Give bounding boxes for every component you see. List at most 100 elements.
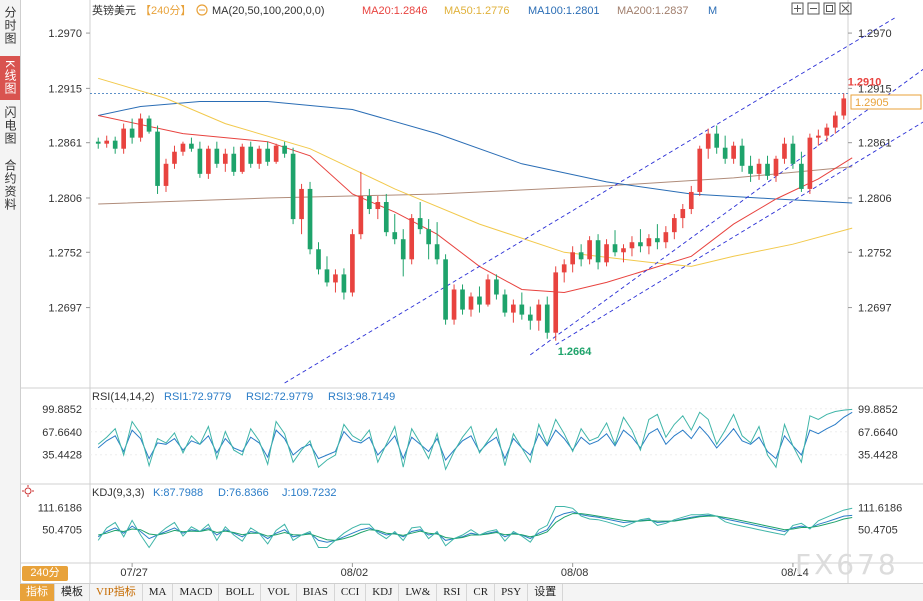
candle-body [104, 140, 110, 144]
tab-template[interactable]: 模板 [55, 584, 90, 601]
candle-body [392, 232, 398, 240]
tab-cci[interactable]: CCI [335, 584, 367, 601]
price-tick-label: 1.2970 [858, 28, 892, 40]
candle-body [799, 163, 804, 189]
tab-macd[interactable]: MACD [173, 584, 220, 601]
tab-kline[interactable]: K线图 [0, 56, 20, 100]
price-tick-label: 1.2861 [858, 138, 892, 150]
rsi-tick-label: 67.6640 [42, 427, 82, 439]
candles [95, 93, 847, 341]
candle-body [646, 238, 652, 247]
candle-body [519, 304, 525, 315]
high-price-label: 1.2910 [848, 76, 882, 88]
tab-psy[interactable]: PSY [495, 584, 529, 601]
kdj-tick-label: 111.6186 [858, 503, 902, 515]
candle-body [587, 240, 592, 260]
candle-body [163, 163, 169, 186]
symbol-title: 英镑美元 [92, 3, 136, 17]
candle-body [714, 133, 720, 148]
tab-lw[interactable]: LW& [399, 584, 438, 601]
candle-body [570, 252, 575, 265]
candle-body [155, 131, 160, 186]
kdj-j-label: J:109.7232 [282, 487, 336, 499]
candle-body [146, 118, 152, 132]
candle-body [527, 314, 533, 321]
candle-body [375, 202, 381, 210]
sun-icon[interactable] [22, 485, 34, 497]
candle-body [273, 145, 279, 162]
price-tick-label: 1.2806 [48, 193, 82, 205]
candle-body [282, 145, 287, 154]
tab-lightning[interactable]: 闪电图 [3, 105, 17, 145]
tab-kdj[interactable]: KDJ [366, 584, 400, 601]
rsi-tick-label: 67.6640 [858, 427, 898, 439]
candle-body [655, 238, 660, 243]
add-icon[interactable] [791, 2, 804, 15]
candle-body [129, 128, 135, 138]
watermark: FX678 [795, 548, 899, 581]
tab-timeshare[interactable]: 分时图 [3, 5, 17, 45]
tab-cr[interactable]: CR [467, 584, 496, 601]
candle-body [358, 195, 364, 235]
candle-body [544, 304, 550, 333]
candle-body [705, 133, 711, 149]
rsi-lines [97, 408, 853, 471]
candle-body [112, 140, 118, 149]
zoom-out-icon[interactable] [807, 2, 820, 15]
rsi-title: RSI(14,14,2) [92, 391, 154, 403]
candle-body [494, 279, 499, 295]
ma-more-label: M [708, 5, 717, 17]
tab-bias[interactable]: BIAS [297, 584, 335, 601]
candle-body [426, 229, 431, 245]
tab-vip-indicators[interactable]: VIP指标 [90, 584, 143, 601]
rsi-tick-label: 99.8852 [42, 404, 82, 416]
tab-indicators[interactable]: 指标 [20, 584, 55, 601]
ma200-line [98, 166, 853, 205]
candle-body [773, 158, 779, 176]
chart[interactable]: 1.2970 1.2970 1.2915 1.2915 1.2861 1.2861 1.28… [0, 0, 923, 583]
tab-vol[interactable]: VOL [261, 584, 297, 601]
candle-body [299, 188, 304, 220]
candle-body [697, 148, 703, 192]
restore-icon[interactable] [823, 2, 836, 15]
candle-body [638, 242, 643, 247]
tab-ma[interactable]: MA [143, 584, 174, 601]
tab-settings[interactable]: 设置 [528, 584, 564, 601]
close-icon[interactable] [839, 2, 852, 15]
candle-body [341, 274, 347, 293]
candle-body [578, 252, 584, 260]
candle-body [731, 145, 736, 159]
candle-body [536, 304, 542, 321]
current-price-tag: 1.2905 [850, 94, 922, 110]
period-button[interactable]: 240分 [22, 566, 68, 581]
candle-body [739, 145, 745, 166]
candle-body [290, 153, 296, 220]
low-price-label: 1.2664 [558, 346, 593, 358]
tab-contract-info[interactable]: 合约资料 [3, 159, 17, 211]
candle-body [383, 202, 389, 233]
candle-body [502, 294, 508, 313]
kdj-tick-label: 111.6186 [38, 503, 82, 515]
candle-body [324, 269, 330, 283]
rsi1-line [97, 411, 853, 461]
ma50-line [98, 77, 853, 267]
ma50-label: MA50:1.2776 [444, 5, 509, 17]
trend-channel [284, 17, 923, 384]
candle-body [595, 240, 601, 263]
tab-boll[interactable]: BOLL [219, 584, 262, 601]
rsi-tick-label: 99.8852 [858, 404, 898, 416]
tab-rsi[interactable]: RSI [437, 584, 468, 601]
kdj-k-label: K:87.7988 [153, 487, 203, 499]
kdj-d-label: D:76.8366 [218, 487, 269, 499]
rsi-tick-label: 35.4428 [42, 450, 82, 462]
candle-body [621, 248, 626, 253]
candle-body [765, 163, 770, 176]
axes: 1.2970 1.2970 1.2915 1.2915 1.2861 1.2861 1.28… [38, 28, 903, 579]
ma20-line [98, 115, 853, 294]
channel-line [555, 121, 923, 346]
settings-icon[interactable] [196, 4, 208, 16]
price-tick-label: 1.2915 [48, 83, 82, 95]
candle-body [832, 115, 838, 128]
date-label: 07/27 [120, 567, 148, 579]
candle-body [95, 141, 101, 144]
